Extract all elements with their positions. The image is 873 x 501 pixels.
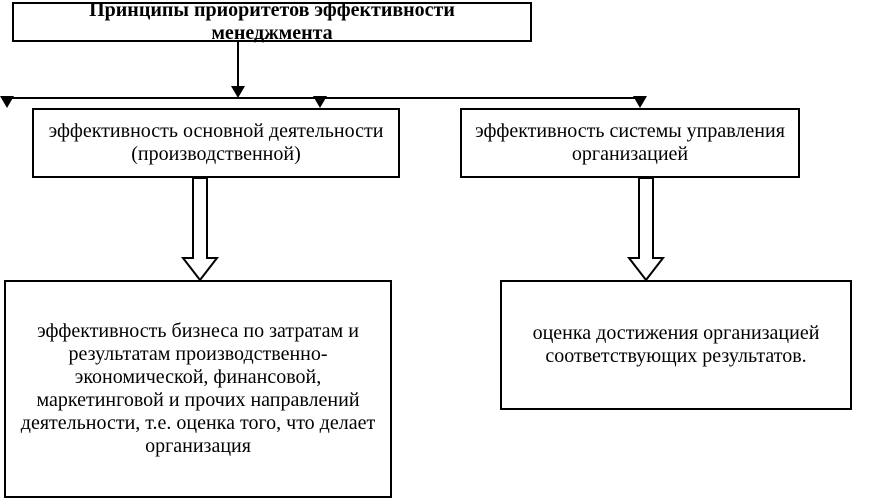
node-right-mid: эффективность системы управления организ…: [460, 108, 800, 178]
node-left-bottom-text: эффективность бизнеса по затратам и резу…: [18, 320, 378, 458]
node-right-bottom: оценка достижения организацией соответст…: [500, 280, 852, 410]
node-right-bottom-text: оценка достижения организацией соответст…: [514, 322, 838, 368]
hollow-arrow-right: [629, 178, 663, 280]
node-root: Принципы приоритетов эффективности менед…: [12, 2, 532, 42]
arrowhead-down-icon: [633, 96, 647, 108]
node-root-text: Принципы приоритетов эффективности менед…: [26, 0, 518, 45]
hollow-arrow-left: [183, 178, 217, 280]
arrowhead-down-icon: [0, 96, 14, 108]
arrowhead-down-icon: [231, 86, 245, 98]
node-left-mid: эффективность основной деятельности (про…: [32, 108, 400, 178]
node-left-mid-text: эффективность основной деятельности (про…: [46, 120, 386, 166]
node-left-bottom: эффективность бизнеса по затратам и резу…: [4, 280, 392, 498]
arrowhead-down-icon: [313, 96, 327, 108]
node-right-mid-text: эффективность системы управления организ…: [474, 120, 786, 166]
